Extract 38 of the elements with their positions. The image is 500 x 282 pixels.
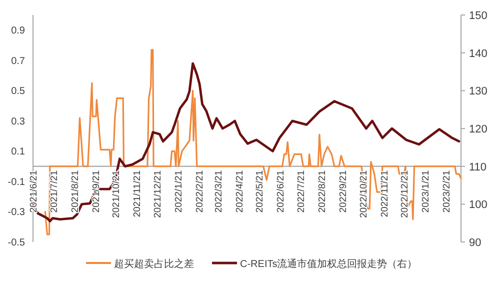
y2-tick-label: 150 — [469, 10, 488, 22]
x-tick-label: 2022/9/21 — [338, 170, 349, 213]
y2-tick-label: 130 — [469, 86, 488, 98]
y2-tick-label: 140 — [469, 48, 488, 60]
legend-label: C-REITs流通市值加权总回报走势（右） — [240, 258, 418, 270]
y-tick-label: -0.1 — [8, 176, 26, 188]
x-tick-label: 2021/8/21 — [70, 170, 81, 213]
legend-label: 超买超卖占比之差 — [114, 258, 194, 270]
y2-tick-label: 100 — [469, 199, 488, 212]
y2-tick-label: 110 — [469, 161, 487, 174]
x-tick-label: 2022/12/21 — [400, 170, 411, 218]
y2-tick-label: 90 — [469, 237, 482, 249]
x-tick-label: 2022/7/21 — [296, 170, 307, 213]
x-tick-label: 2021/11/21 — [132, 170, 144, 218]
y-tick-label: 0.7 — [11, 56, 26, 67]
x-tick-label: 2022/6/21 — [276, 170, 287, 213]
x-tick-label: 2023/1/21 — [420, 170, 432, 213]
y-tick-label: -0.3 — [8, 207, 26, 218]
x-tick-label: 2021/7/21 — [48, 170, 60, 213]
x-tick-label: 2021/10/21 — [111, 170, 122, 218]
y-tick-label: -0.5 — [8, 238, 26, 248]
x-tick-label: 2021/9/21 — [90, 170, 102, 213]
x-tick-label: 2022/8/21 — [316, 170, 328, 213]
x-tick-label: 2022/3/21 — [213, 170, 224, 213]
y-tick-label: 0.1 — [11, 146, 26, 158]
y-tick-label: 0.9 — [11, 26, 26, 37]
y2-tick-label: 120 — [469, 124, 488, 136]
x-tick-label: 2021/12/21 — [152, 170, 164, 218]
x-tick-label: 2022/5/21 — [254, 170, 266, 213]
x-tick-label: 2022/4/21 — [234, 170, 246, 213]
x-tick-label: 2022/10/21 — [358, 170, 370, 218]
x-tick-label: 2023/2/21 — [442, 170, 453, 213]
x-tick-label: 2021/6/21 — [28, 170, 40, 213]
x-tick-label: 2022/1/21 — [173, 170, 184, 213]
y-tick-label: 0.3 — [11, 116, 26, 128]
y-tick-label: 0.5 — [11, 86, 26, 98]
x-tick-label: 2022/2/21 — [194, 170, 206, 213]
x-tick-label: 2022/11/21 — [379, 170, 390, 218]
